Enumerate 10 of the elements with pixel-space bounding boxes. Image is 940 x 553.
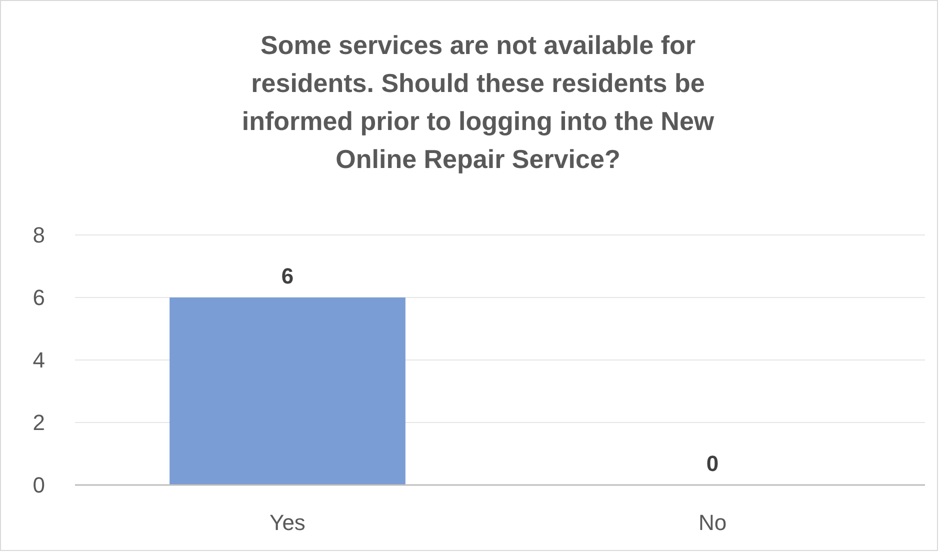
x-tick-label: Yes bbox=[270, 510, 306, 535]
y-tick-label: 0 bbox=[32, 472, 45, 498]
x-tick-label: No bbox=[698, 510, 727, 535]
y-tick-label: 8 bbox=[32, 222, 45, 248]
y-tick-label: 6 bbox=[32, 285, 45, 310]
data-label: 6 bbox=[281, 264, 294, 288]
y-tick-label: 2 bbox=[32, 410, 45, 436]
y-tick-label: 4 bbox=[32, 348, 45, 373]
chart-title: Some services are not available for residents. Should these residents be informed prior to logging into the New Online Repair Service? bbox=[242, 30, 715, 174]
data-label: 0 bbox=[706, 451, 719, 476]
